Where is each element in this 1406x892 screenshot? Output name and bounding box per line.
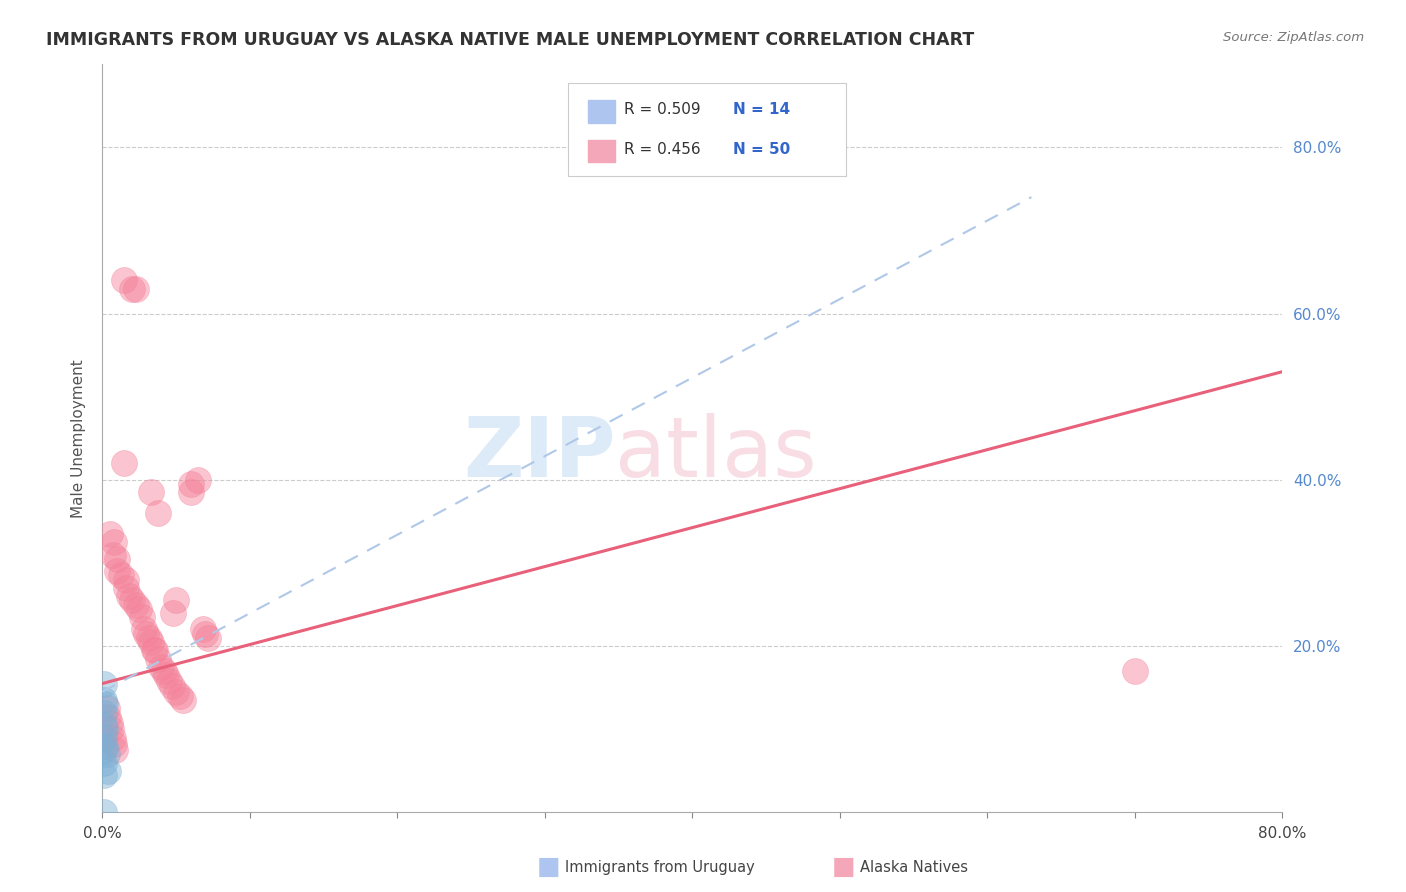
- Point: [93, 756, 115, 770]
- Point: [112, 456, 135, 470]
- Point: [93, 768, 115, 782]
- Point: [153, 664, 176, 678]
- Bar: [588, 100, 616, 123]
- Point: [135, 626, 157, 640]
- Point: [93, 805, 115, 820]
- Point: [114, 581, 136, 595]
- Point: [128, 601, 150, 615]
- Point: [97, 710, 120, 724]
- Point: [103, 737, 125, 751]
- Text: N = 50: N = 50: [734, 142, 790, 157]
- Point: [160, 679, 183, 693]
- Point: [96, 701, 118, 715]
- Point: [191, 623, 214, 637]
- Point: [93, 731, 115, 745]
- Point: [112, 273, 135, 287]
- Point: [93, 743, 115, 757]
- Point: [187, 473, 209, 487]
- Point: [101, 548, 124, 562]
- Point: [93, 718, 115, 732]
- Point: [121, 593, 143, 607]
- Text: IMMIGRANTS FROM URUGUAY VS ALASKA NATIVE MALE UNEMPLOYMENT CORRELATION CHART: IMMIGRANTS FROM URUGUAY VS ALASKA NATIVE…: [46, 31, 974, 49]
- Point: [169, 689, 191, 703]
- Point: [94, 698, 117, 712]
- Point: [131, 610, 153, 624]
- Point: [110, 568, 132, 582]
- Text: Immigrants from Uruguay: Immigrants from Uruguay: [565, 860, 755, 874]
- Text: R = 0.456: R = 0.456: [624, 142, 700, 157]
- Point: [139, 635, 162, 649]
- Point: [94, 723, 117, 737]
- Text: Source: ZipAtlas.com: Source: ZipAtlas.com: [1223, 31, 1364, 45]
- Point: [105, 551, 128, 566]
- Y-axis label: Male Unemployment: Male Unemployment: [72, 359, 86, 517]
- Point: [165, 593, 187, 607]
- Point: [148, 651, 170, 665]
- Point: [105, 564, 128, 578]
- Point: [148, 506, 170, 520]
- Point: [93, 693, 115, 707]
- Point: [97, 764, 120, 778]
- Point: [104, 743, 127, 757]
- Point: [103, 535, 125, 549]
- Text: atlas: atlas: [616, 413, 817, 493]
- Point: [125, 282, 148, 296]
- Point: [139, 485, 162, 500]
- Point: [98, 527, 121, 541]
- Point: [125, 598, 148, 612]
- Text: ZIP: ZIP: [463, 413, 616, 493]
- FancyBboxPatch shape: [568, 83, 845, 177]
- Point: [101, 731, 124, 745]
- Point: [98, 715, 121, 730]
- Point: [94, 739, 117, 753]
- Point: [197, 631, 219, 645]
- Text: Alaska Natives: Alaska Natives: [860, 860, 969, 874]
- Point: [138, 631, 160, 645]
- Text: ■: ■: [832, 855, 855, 879]
- Point: [162, 606, 184, 620]
- Point: [93, 706, 115, 720]
- Point: [155, 668, 177, 682]
- Text: R = 0.509: R = 0.509: [624, 103, 700, 117]
- Point: [172, 693, 194, 707]
- Point: [100, 723, 122, 737]
- Point: [118, 589, 141, 603]
- Point: [194, 626, 217, 640]
- Point: [150, 660, 173, 674]
- Point: [96, 747, 118, 762]
- Point: [121, 282, 143, 296]
- Point: [180, 485, 202, 500]
- Point: [132, 623, 155, 637]
- Point: [93, 676, 115, 690]
- Point: [157, 674, 180, 689]
- Point: [1123, 664, 1146, 678]
- Point: [114, 573, 136, 587]
- Point: [143, 643, 166, 657]
- Text: ■: ■: [537, 855, 560, 879]
- Text: N = 14: N = 14: [734, 103, 790, 117]
- Point: [180, 477, 202, 491]
- Point: [142, 643, 165, 657]
- Point: [165, 685, 187, 699]
- Bar: [588, 140, 616, 162]
